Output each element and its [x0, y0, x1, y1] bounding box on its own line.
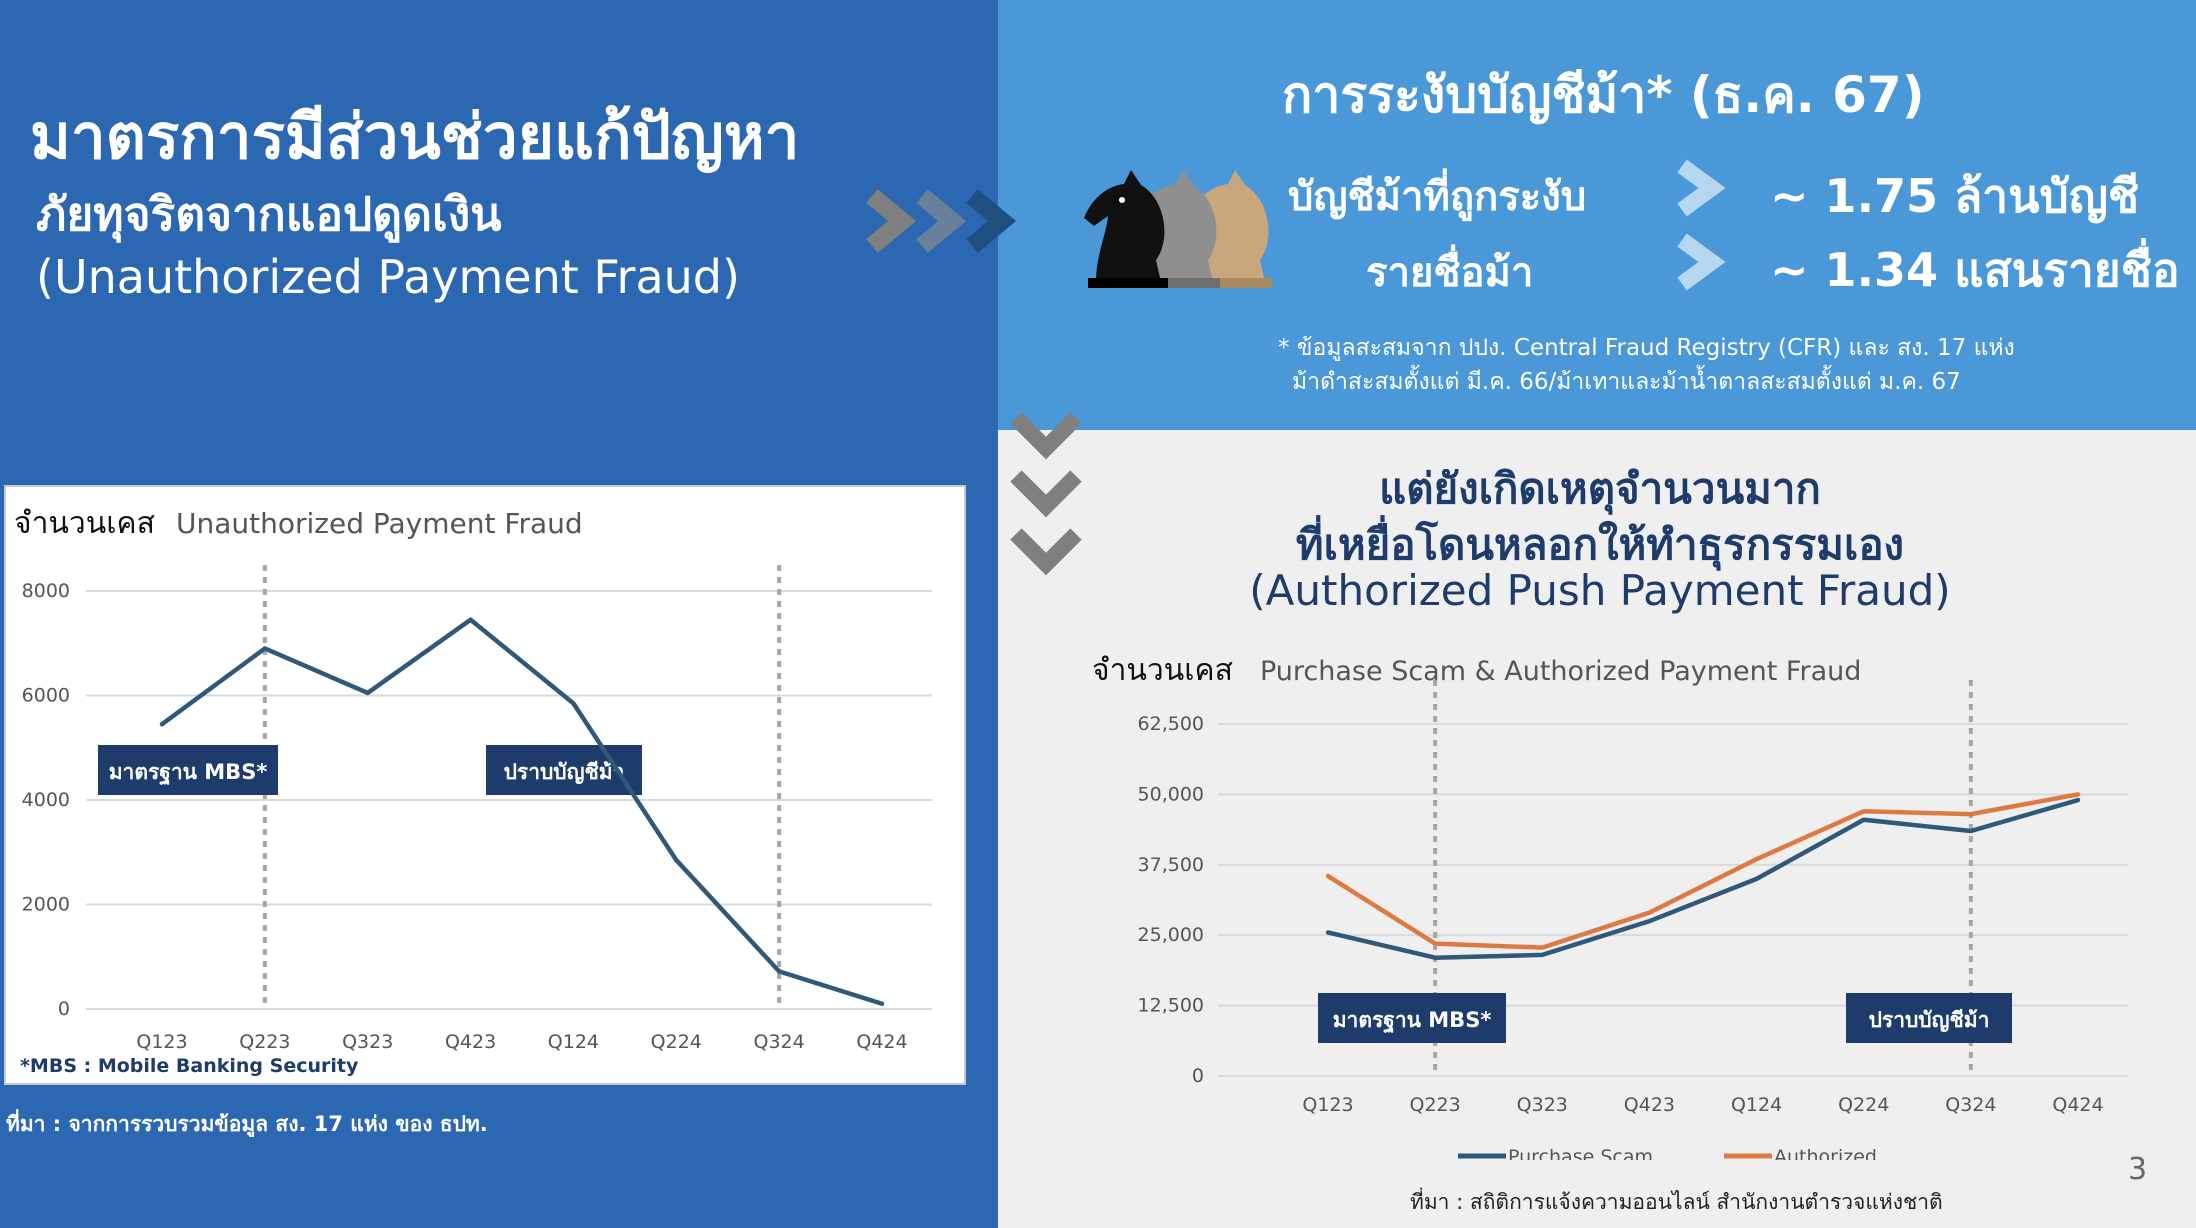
x-tick-label: Q224: [651, 1031, 702, 1053]
chart-unauthorized-payment-fraud: จำนวนเคส Unauthorized Payment Fraud 0 2000 4…: [4, 485, 966, 1085]
y-tick-label: 6000: [22, 685, 70, 707]
suspension-footnote-1: * ข้อมูลสะสมจาก ปปง. Central Fraud Regis…: [1278, 335, 2015, 361]
y-tick-label: 2000: [22, 894, 70, 916]
x-tick-label: Q323: [1517, 1094, 1568, 1116]
suspended-accounts-value: ~ 1.75 ล้านบัญชี: [1770, 169, 2140, 223]
event-marker-label: มาตรฐาน MBS*: [109, 760, 268, 786]
chevron-down-icon: [1010, 412, 1082, 576]
chart-title: Unauthorized Payment Fraud: [176, 507, 583, 540]
event-marker-box: [1846, 993, 2012, 1043]
legend-label: Purchase Scam: [1508, 1146, 1653, 1160]
series-line-1: [159, 617, 885, 1007]
x-tick-label: Q224: [1838, 1094, 1889, 1116]
series-line-2: [1325, 792, 2081, 950]
chevron-right-icon: [1677, 159, 1726, 217]
y-tick-label: 25,000: [1138, 924, 1204, 946]
app-fraud-title-2: ที่เหยื่อโดนหลอกให้ทำธุรกรรมเอง: [1295, 520, 1905, 569]
subtitle: ภัยทุจริตจากแอปดูดเงิน: [36, 187, 502, 241]
chart-2-source: ที่มา : สถิติการแจ้งความออนไลน์ สำนักงาน…: [1410, 1190, 1943, 1214]
chart-title: Purchase Scam & Authorized Payment Fraud: [1260, 656, 1861, 687]
horse-knight-icon-black: [1084, 170, 1168, 288]
x-tick-label: Q124: [548, 1031, 599, 1053]
x-tick-label: Q324: [754, 1031, 805, 1053]
suspension-footnote-2: ม้าดำสะสมตั้งแต่ มี.ค. 66/ม้าเทาและม้าน้…: [1292, 369, 1961, 395]
y-tick-label: 37,500: [1138, 854, 1204, 876]
horse-knight-icon: [1084, 170, 1272, 288]
chart-1-source: ที่มา : จากการรวบรวมข้อมูล สง. 17 แห่ง ข…: [6, 1112, 488, 1136]
suspension-title: การระงับบัญชีม้า* (ธ.ค. 67): [1282, 66, 1925, 124]
subtitle-english: (Unauthorized Payment Fraud): [36, 250, 740, 304]
main-title: มาตรการมีส่วนช่วยแก้ปัญหา: [30, 100, 800, 173]
x-tick-label: Q424: [2052, 1094, 2103, 1116]
app-fraud-title-1: แต่ยังเกิดเหตุจำนวนมาก: [1379, 464, 1821, 513]
y-axis-label: จำนวนเคส: [1092, 653, 1233, 688]
x-tick-label: Q123: [1302, 1094, 1353, 1116]
x-tick-label: Q123: [136, 1031, 187, 1053]
x-tick-label: Q124: [1731, 1094, 1782, 1116]
event-marker-box: [98, 745, 278, 795]
chart-1-svg: จำนวนเคส Unauthorized Payment Fraud 0 2000 4…: [14, 506, 932, 1077]
y-tick-label: 8000: [22, 580, 70, 602]
legend-label: Authorized: [1774, 1146, 1877, 1160]
x-tick-label: Q324: [1945, 1094, 1996, 1116]
event-marker-label: ปราบบัญชีม้า: [1869, 1008, 1990, 1033]
mule-names-value: ~ 1.34 แสนรายชื่อ: [1770, 243, 2180, 297]
suspended-accounts-label: บัญชีม้าที่ถูกระงับ: [1288, 174, 1587, 220]
app-fraud-title-3: (Authorized Push Payment Fraud): [1249, 566, 1951, 615]
y-tick-label: 0: [1192, 1065, 1204, 1087]
event-marker-label: ปราบบัญชีม้า: [504, 760, 625, 785]
y-axis-label: จำนวนเคส: [14, 506, 155, 541]
x-tick-label: Q423: [445, 1031, 496, 1053]
y-tick-label: 50,000: [1138, 783, 1204, 805]
x-tick-label: Q223: [239, 1031, 290, 1053]
app-fraud-panel: [998, 430, 2196, 1228]
mule-names-label: รายชื่อม้า: [1366, 250, 1534, 296]
series-line-1: [1325, 797, 2081, 960]
x-tick-label: Q323: [342, 1031, 393, 1053]
x-tick-label: Q223: [1410, 1094, 1461, 1116]
event-marker-box: [1318, 993, 1506, 1043]
y-tick-label: 12,500: [1138, 995, 1204, 1017]
x-tick-label: Q424: [856, 1031, 907, 1053]
chevron-right-icon: [1677, 233, 1726, 291]
y-tick-label: 0: [58, 998, 70, 1020]
chart-footnote: *MBS : Mobile Banking Security: [20, 1055, 359, 1077]
chevron-right-icon: [866, 189, 1017, 253]
x-tick-label: Q423: [1624, 1094, 1675, 1116]
y-tick-label: 62,500: [1138, 713, 1204, 735]
y-tick-label: 4000: [22, 789, 70, 811]
event-marker-label: มาตรฐาน MBS*: [1333, 1008, 1492, 1034]
chart-purchase-scam: จำนวนเคส Purchase Scam & Authorized Payme…: [1092, 653, 2128, 1160]
page-number: 3: [2128, 1152, 2148, 1187]
